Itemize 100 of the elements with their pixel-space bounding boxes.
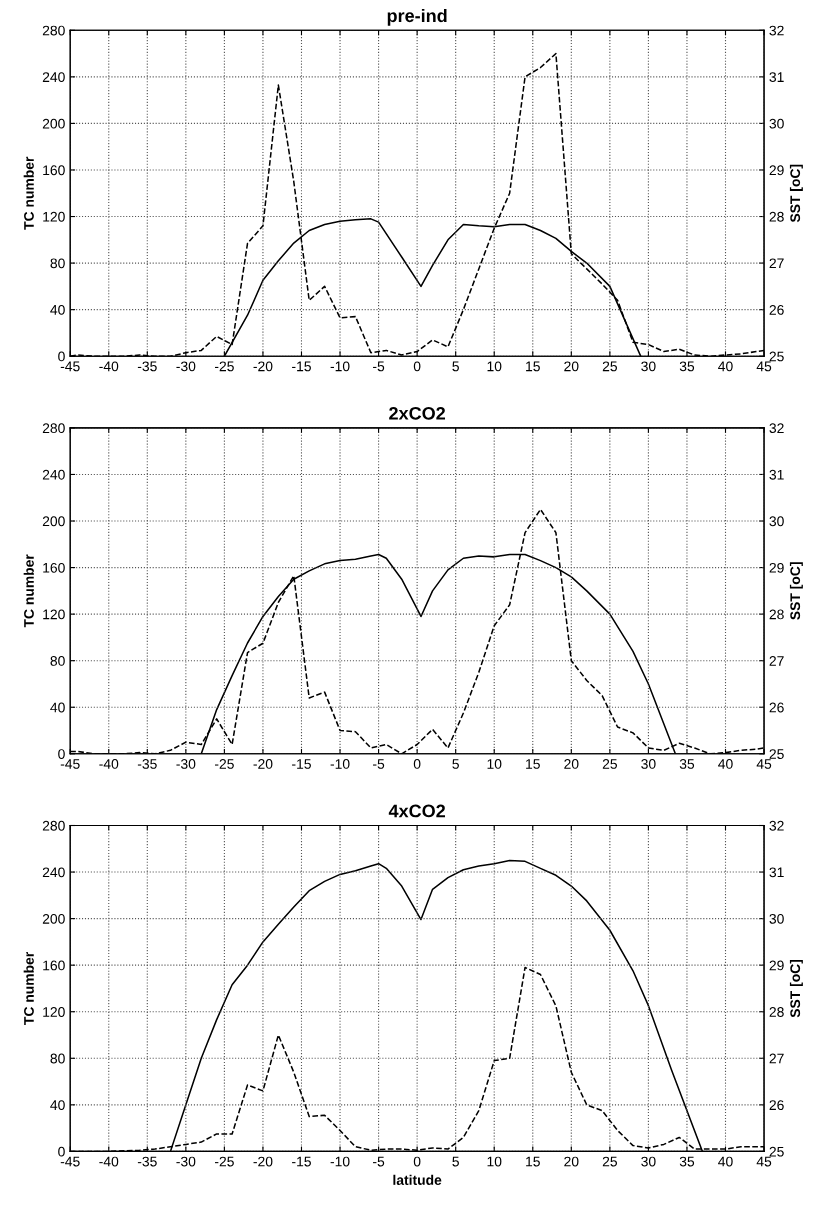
x-tick-label: 30 xyxy=(641,759,656,769)
y-tick-label: 120 xyxy=(43,211,65,222)
y-tick-label: 240 xyxy=(42,867,65,878)
x-tick-label: 5 xyxy=(452,759,459,769)
y-tick-label: 240 xyxy=(42,469,65,480)
x-tick-label: -25 xyxy=(214,361,234,372)
x-tick-label: 10 xyxy=(487,361,502,372)
y2-tick-label: 31 xyxy=(769,469,784,480)
x-tick-label: -40 xyxy=(99,759,119,769)
x-tick-label: 0 xyxy=(413,759,421,769)
x-tick-label: -35 xyxy=(137,361,157,372)
x-tick-label: -30 xyxy=(176,759,196,769)
y-tick-label: 240 xyxy=(42,72,65,83)
x-tick-label: 25 xyxy=(602,1156,618,1167)
x-tick-label: 20 xyxy=(564,759,579,769)
y-tick-label: 0 xyxy=(58,351,65,362)
y2-tick-label: 25 xyxy=(769,351,784,362)
y-tick-label: 280 xyxy=(42,25,65,36)
y2-tick-label: 30 xyxy=(769,913,784,924)
y2-tick-label: 29 xyxy=(769,562,784,573)
x-tick-label: 0 xyxy=(413,1156,421,1167)
y2-tick-label: 32 xyxy=(769,423,784,434)
y2-tick-label: 26 xyxy=(769,1100,784,1111)
y-tick-label: 0 xyxy=(58,1146,65,1157)
x-tick-label: 25 xyxy=(602,759,618,769)
x-tick-label: -10 xyxy=(330,759,350,769)
x-tick-label: 15 xyxy=(526,759,540,769)
x-tick-label: -40 xyxy=(99,1156,119,1167)
x-tick-label: -40 xyxy=(99,361,119,372)
x-tick-label: -20 xyxy=(253,361,273,372)
y-tick-label: 40 xyxy=(50,304,65,315)
y-tick-label: 80 xyxy=(50,656,65,666)
y-axis-title: TC number xyxy=(23,952,34,1025)
y-tick-label: 200 xyxy=(42,913,65,924)
y-tick-label: 280 xyxy=(42,820,65,831)
x-tick-label: -35 xyxy=(137,759,157,769)
x-tick-label: 20 xyxy=(564,1156,579,1167)
y2-tick-label: 32 xyxy=(769,25,784,36)
chart-title: 4xCO2 xyxy=(388,804,446,818)
y2-tick-label: 30 xyxy=(769,516,784,527)
y-axis-title: TC number xyxy=(23,156,34,230)
y2-axis-title: SST [oC] xyxy=(789,164,803,223)
x-tick-label: -5 xyxy=(373,1156,385,1167)
x-tick-label: 40 xyxy=(718,1156,733,1167)
y2-tick-label: 27 xyxy=(769,1053,784,1064)
y2-tick-label: 25 xyxy=(769,749,784,759)
y-tick-label: 120 xyxy=(43,1007,65,1017)
chart-title: pre-ind xyxy=(387,8,447,26)
x-tick-label: -5 xyxy=(373,759,385,769)
x-tick-label: -45 xyxy=(60,759,80,769)
x-tick-label: -5 xyxy=(373,361,385,372)
x-tick-label: 20 xyxy=(564,361,579,372)
y2-tick-label: 28 xyxy=(769,1007,784,1017)
x-tick-label: -25 xyxy=(214,759,234,769)
x-tick-label: -15 xyxy=(292,759,311,769)
x-tick-label: -10 xyxy=(330,361,350,372)
y-tick-label: 40 xyxy=(50,1100,65,1111)
x-tick-label: 45 xyxy=(756,1156,772,1167)
x-tick-label: -30 xyxy=(176,1156,196,1167)
x-tick-label: 0 xyxy=(413,361,421,372)
x-tick-label: 15 xyxy=(526,361,540,372)
x-tick-label: 25 xyxy=(602,361,618,372)
x-tick-label: -15 xyxy=(292,1156,311,1167)
x-tick-label: 10 xyxy=(487,1156,502,1167)
x-tick-label: 35 xyxy=(679,759,695,769)
x-tick-label: -15 xyxy=(292,361,311,372)
x-tick-label: 35 xyxy=(679,361,695,372)
x-axis-title: latitude xyxy=(393,1174,442,1185)
y-tick-label: 200 xyxy=(42,516,65,527)
y2-tick-label: 28 xyxy=(769,609,784,620)
x-tick-label: 35 xyxy=(679,1156,695,1167)
y2-tick-label: 26 xyxy=(769,304,784,315)
y2-tick-label: 27 xyxy=(769,258,784,269)
x-tick-label: 15 xyxy=(526,1156,540,1167)
y2-tick-label: 25 xyxy=(769,1146,784,1157)
y-tick-label: 120 xyxy=(43,609,65,620)
y2-axis-title: SST [oC] xyxy=(789,959,803,1018)
y-tick-label: 280 xyxy=(42,423,65,434)
x-tick-label: -45 xyxy=(60,1156,80,1167)
y2-tick-label: 29 xyxy=(769,960,784,971)
x-tick-label: 30 xyxy=(641,1156,656,1167)
y-tick-label: 160 xyxy=(43,165,65,176)
x-tick-label: -20 xyxy=(253,759,273,769)
y2-tick-label: 29 xyxy=(769,165,784,176)
y2-axis-title: SST [oC] xyxy=(789,562,803,620)
y-tick-label: 200 xyxy=(42,118,65,129)
y2-tick-label: 31 xyxy=(769,72,784,83)
y-tick-label: 80 xyxy=(50,1053,65,1064)
x-tick-label: 45 xyxy=(756,759,772,769)
x-tick-label: -20 xyxy=(253,1156,273,1167)
y-tick-label: 0 xyxy=(58,749,65,759)
y2-tick-label: 32 xyxy=(769,820,784,831)
y2-tick-label: 26 xyxy=(769,702,784,713)
y-tick-label: 160 xyxy=(43,960,65,971)
x-tick-label: 30 xyxy=(641,361,656,372)
y2-tick-label: 30 xyxy=(769,118,784,129)
x-tick-label: 5 xyxy=(452,361,459,372)
y2-tick-label: 27 xyxy=(769,656,784,666)
x-tick-label: -25 xyxy=(214,1156,234,1167)
x-tick-label: -35 xyxy=(137,1156,157,1167)
